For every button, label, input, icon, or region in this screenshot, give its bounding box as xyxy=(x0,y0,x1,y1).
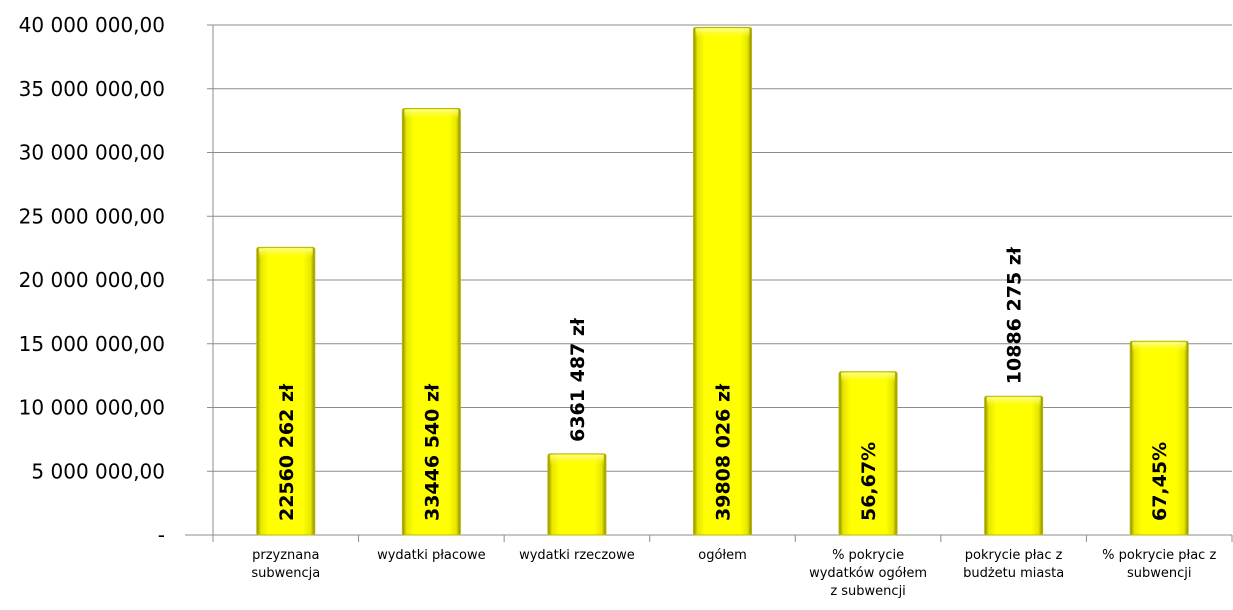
bar xyxy=(984,395,1044,536)
data-label: 10886 275 zł xyxy=(1004,246,1026,384)
bar xyxy=(838,371,898,536)
y-axis: - 5 000 000,00 10 000 000,00 15 000 000,00 2… xyxy=(19,13,214,547)
y-tick-label: 20 000 000,00 xyxy=(19,268,165,292)
x-tick-label: % pokrycie płac z subwencji xyxy=(1102,548,1216,581)
x-tick-label: ogółem xyxy=(698,548,747,563)
y-tick-label: 40 000 000,00 xyxy=(19,13,165,37)
bar-highlight xyxy=(1132,342,1187,353)
x-tick-label: % pokrycie wydatków ogółem z subwencji xyxy=(809,548,927,599)
data-label: 67,45% xyxy=(1149,442,1171,521)
x-tick-label: pokrycie płac z budżetu miasta xyxy=(963,548,1064,581)
bar-highlight xyxy=(695,28,750,39)
bar-highlight xyxy=(549,454,604,465)
data-label: 39808 026 zł xyxy=(713,383,735,521)
y-tick-label: 25 000 000,00 xyxy=(19,204,165,228)
y-tick-label: 30 000 000,00 xyxy=(19,141,165,165)
data-labels: 22560 262 zł 33446 540 zł 6361 487 zł 39808… xyxy=(276,246,1171,521)
x-tick-label: wydatki rzeczowe xyxy=(519,548,635,563)
y-tick-label: 10 000 000,00 xyxy=(19,396,165,420)
bar xyxy=(693,26,752,536)
bars xyxy=(256,26,1189,536)
data-label: 56,67% xyxy=(858,442,880,521)
y-tick-label: - xyxy=(158,523,165,547)
x-tick-label: wydatki płacowe xyxy=(377,548,486,563)
data-label: 6361 487 zł xyxy=(567,317,589,442)
y-tick-label: 15 000 000,00 xyxy=(19,332,165,356)
y-tick-label: 35 000 000,00 xyxy=(19,77,165,101)
bar-highlight xyxy=(986,397,1041,408)
x-axis: przyznana subwencja wydatki płacowe wydatki… xyxy=(185,534,1233,599)
data-label: 22560 262 zł xyxy=(276,383,298,521)
bar-highlight xyxy=(258,248,313,259)
bar-highlight xyxy=(841,372,896,383)
x-tick-label: przyznana subwencja xyxy=(251,548,320,581)
bar-highlight xyxy=(404,109,459,120)
bar xyxy=(547,453,607,536)
data-label: 33446 540 zł xyxy=(421,383,443,521)
y-tick-label: 5 000 000,00 xyxy=(31,459,165,483)
bar xyxy=(256,246,316,536)
bar xyxy=(401,108,461,536)
bar xyxy=(1129,340,1189,536)
